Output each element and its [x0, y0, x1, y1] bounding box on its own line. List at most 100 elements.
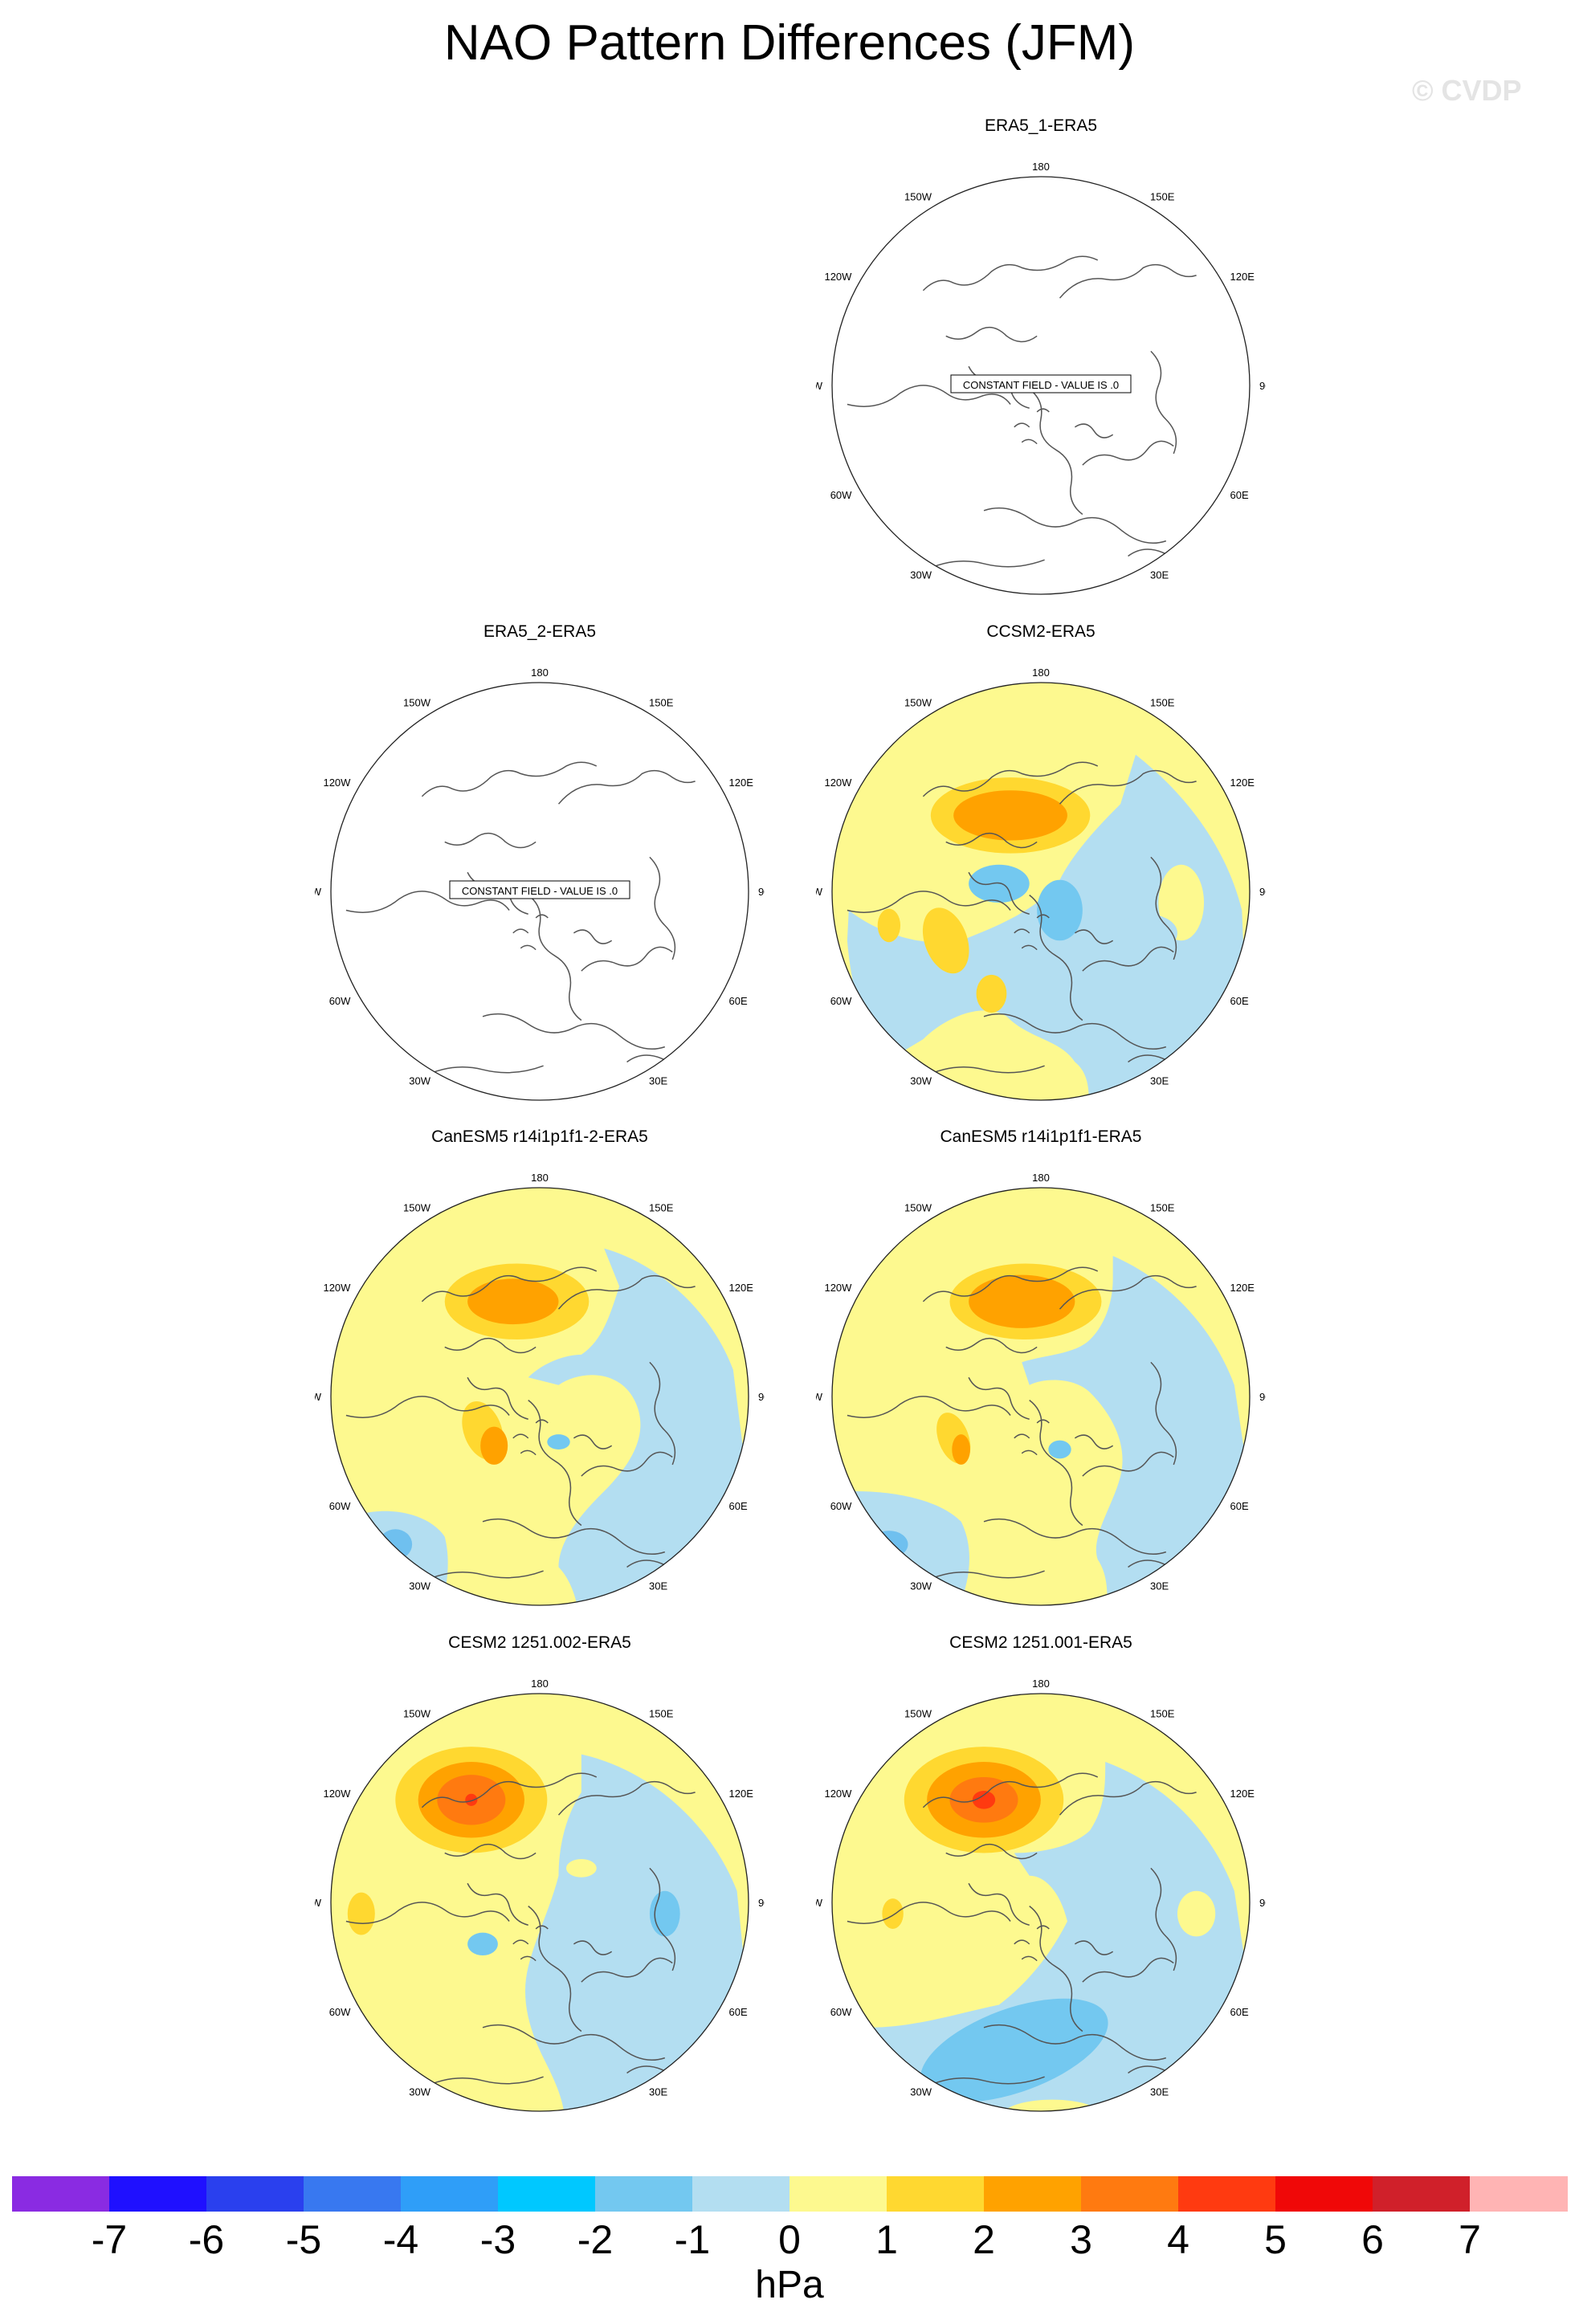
colorbar-box — [1178, 2176, 1276, 2212]
colorbar-tick-label: 2 — [973, 2217, 995, 2262]
longitude-label: 60W — [830, 2006, 852, 2018]
anomaly-contour — [378, 1529, 413, 1560]
colorbar-tick-label: 5 — [1264, 2217, 1287, 2262]
longitude-label: 150E — [649, 1707, 674, 1719]
colorbar-box — [1275, 2176, 1373, 2212]
polar-map: 180090W90E150W120W60W30W150E120E60E30E — [315, 1172, 765, 1606]
colorbar-box — [1373, 2176, 1471, 2212]
constant-field-box — [950, 374, 1132, 393]
colorbar-box — [595, 2176, 693, 2212]
longitude-label: 180 — [531, 1172, 549, 1184]
longitude-label: 60E — [729, 1500, 748, 1512]
polar-map: 180090W90E150W120W60W30W150E120E60E30E — [816, 667, 1266, 1101]
longitude-label: 90E — [758, 1897, 765, 1909]
longitude-label: 150E — [649, 1201, 674, 1213]
longitude-label: 90E — [1259, 886, 1266, 898]
colorbar-tick-label: 6 — [1361, 2217, 1384, 2262]
map-boundary — [330, 1187, 749, 1606]
map-boundary — [831, 1693, 1251, 2112]
longitude-label: 90W — [315, 886, 322, 898]
colorbar-box — [887, 2176, 985, 2212]
colorbar-tick-label: -3 — [479, 2217, 516, 2262]
panel-title: CCSM2-ERA5 — [986, 622, 1096, 641]
longitude-label: 120W — [824, 1788, 852, 1800]
panel-title: CESM2 1251.002-ERA5 — [448, 1633, 631, 1652]
longitude-label: 180 — [1032, 667, 1050, 679]
longitude-label: 30E — [649, 1580, 667, 1592]
longitude-label: 30W — [910, 1580, 932, 1592]
longitude-label: 60W — [329, 1500, 351, 1512]
longitude-label: 120E — [729, 1282, 754, 1294]
longitude-label: 150W — [904, 190, 932, 202]
colorbar-box — [304, 2176, 402, 2212]
longitude-label: 90E — [758, 886, 765, 898]
anomaly-contour — [969, 864, 1030, 903]
colorbar-box — [692, 2176, 790, 2212]
anomaly-contour — [547, 1434, 570, 1450]
longitude-label: 180 — [1032, 161, 1050, 173]
colorbar-box — [401, 2176, 499, 2212]
longitude-label: 120E — [1230, 1282, 1255, 1294]
longitude-label: 90W — [315, 1897, 322, 1909]
longitude-label: 30W — [910, 1075, 932, 1087]
longitude-label: 120E — [1230, 1788, 1255, 1800]
colorbar-box — [790, 2176, 887, 2212]
anomaly-contour — [345, 2012, 506, 2111]
longitude-label: 90E — [1259, 1391, 1266, 1403]
longitude-label: 30E — [1150, 1075, 1169, 1087]
longitude-label: 120W — [323, 777, 351, 789]
panel-canesm5-2: CanESM5 r14i1p1f1-2-ERA5 180090W90E150W1… — [315, 1127, 765, 1609]
colorbar-box — [1081, 2176, 1179, 2212]
longitude-label: 90E — [1259, 380, 1266, 392]
panel-era5-1: ERA5_1-ERA5 180090W90E150W120W60W30W150E… — [816, 116, 1266, 598]
map-boundary — [330, 682, 749, 1101]
anomaly-contour — [870, 1531, 908, 1559]
longitude-label: 150E — [649, 696, 674, 708]
longitude-label: 150W — [904, 1201, 932, 1213]
longitude-label: 90E — [1259, 1897, 1266, 1909]
constant-field-label: CONSTANT FIELD - VALUE IS .0 — [462, 885, 618, 897]
anomaly-contour — [467, 1932, 498, 1956]
longitude-label: 150W — [403, 1707, 431, 1719]
longitude-label: 120W — [824, 1282, 852, 1294]
colorbar-box — [109, 2176, 207, 2212]
coastlines — [847, 761, 1197, 1078]
longitude-label: 30W — [910, 569, 932, 581]
longitude-label: 180 — [1032, 1678, 1050, 1690]
polar-map: 180090W90E150W120W60W30W150E120E60E30E — [816, 1678, 1266, 2112]
longitude-label: 30E — [649, 2086, 667, 2098]
anomaly-contour — [1116, 914, 1177, 952]
longitude-label: 60E — [729, 2006, 748, 2018]
longitude-label: 150W — [904, 696, 932, 708]
colorbar-box — [206, 2176, 304, 2212]
anomaly-contour — [877, 908, 901, 943]
coastlines — [847, 255, 1197, 573]
longitude-label: 90W — [816, 1391, 823, 1403]
longitude-label: 150W — [403, 696, 431, 708]
anomaly-contour — [1037, 879, 1083, 941]
coastlines — [847, 1772, 1197, 2090]
colorbar-box — [12, 2176, 110, 2212]
anomaly-contour — [920, 1998, 1108, 2102]
polar-map: 180090W90E150W120W60W30W150E120E60E30ECO… — [315, 667, 765, 1101]
longitude-label: 30W — [409, 2086, 430, 2098]
longitude-label: 30W — [409, 1075, 430, 1087]
longitude-label: 30W — [409, 1580, 430, 1592]
colorbar-tick-label: 1 — [875, 2217, 898, 2262]
polar-map: 180090W90E150W120W60W30W150E120E60E30E — [315, 1678, 765, 2112]
longitude-label: 60W — [329, 2006, 351, 2018]
constant-field-label: CONSTANT FIELD - VALUE IS .0 — [963, 379, 1119, 391]
colorbar — [12, 2176, 1568, 2212]
longitude-label: 90W — [816, 380, 823, 392]
coastlines — [345, 1266, 696, 1584]
longitude-label: 60E — [729, 995, 748, 1007]
colorbar-box — [498, 2176, 596, 2212]
colorbar-tick-label: 3 — [1070, 2217, 1092, 2262]
longitude-label: 120E — [1230, 271, 1255, 283]
colorbar-tick-label: -1 — [674, 2217, 711, 2262]
panel-title: CanESM5 r14i1p1f1-ERA5 — [940, 1127, 1142, 1146]
longitude-label: 120E — [729, 1788, 754, 1800]
anomaly-contour — [465, 1793, 478, 1806]
longitude-label: 180 — [531, 1678, 549, 1690]
longitude-label: 150E — [1150, 1201, 1175, 1213]
